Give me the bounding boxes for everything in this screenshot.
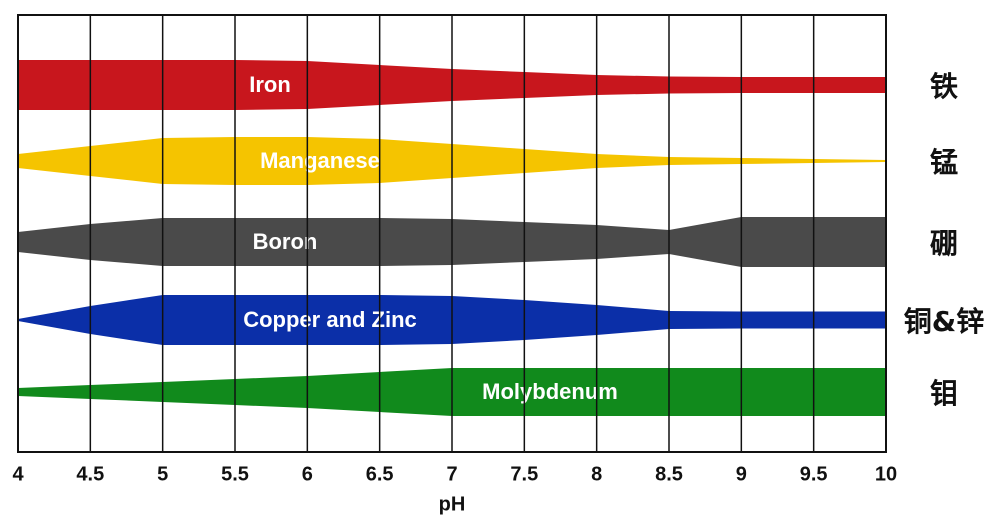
x-tick-label: 4 [12, 463, 24, 485]
band-label: Copper and Zinc [243, 307, 417, 332]
plot-frame [17, 14, 887, 453]
side-label: 锰 [930, 146, 958, 179]
side-label: 硼 [930, 227, 958, 260]
x-tick-label: 6 [302, 463, 313, 485]
x-tick-label: 7 [446, 463, 457, 485]
side-label: 铁 [930, 70, 958, 103]
x-tick-label: 8.5 [655, 463, 683, 485]
x-tick-label: 9.5 [800, 463, 828, 485]
x-tick-label: 6.5 [366, 463, 394, 485]
band-label: Manganese [260, 148, 380, 173]
x-tick-label: 7.5 [510, 463, 538, 485]
band-label: Molybdenum [482, 379, 618, 404]
x-tick-label: 8 [591, 463, 602, 485]
x-tick-label: 4.5 [76, 463, 104, 485]
side-label: 铜&锌 [904, 305, 984, 338]
x-tick-label: 5.5 [221, 463, 249, 485]
x-axis-label: pH [439, 493, 466, 515]
side-label: 钼 [930, 377, 958, 410]
band-label: Iron [249, 72, 291, 97]
x-tick-label: 5 [157, 463, 168, 485]
x-tick-label: 9 [736, 463, 747, 485]
x-tick-label: 10 [875, 463, 897, 485]
